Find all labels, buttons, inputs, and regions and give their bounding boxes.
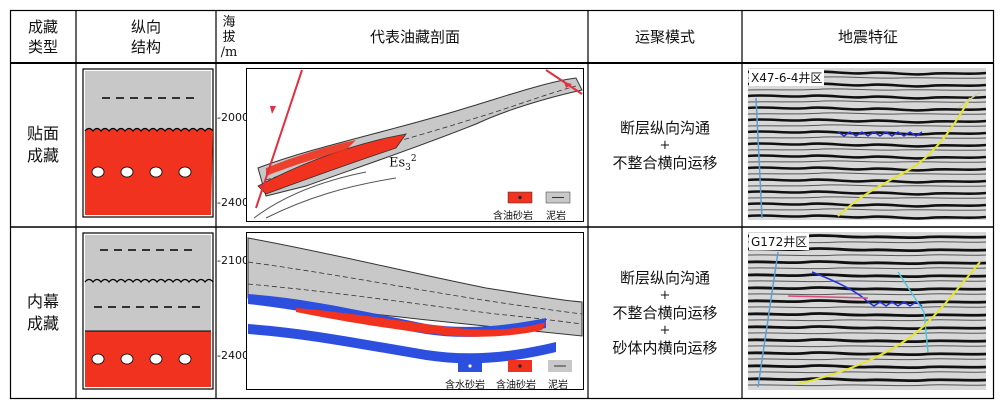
row1-migration-mode: 断层纵向沟通 + 不整合横向运移	[588, 63, 742, 227]
row1-legend-mudstone: 泥岩	[546, 211, 566, 222]
mode-line: 断层纵向沟通	[619, 268, 710, 287]
row1-tick-top: -2000	[217, 111, 249, 124]
header-mode: 运聚模式	[634, 27, 695, 46]
row1-tick-bottom: -2400	[217, 196, 249, 209]
mode-plus: +	[659, 137, 671, 153]
row1-seismic-image	[748, 68, 986, 220]
row2-legend-water-sand: 含水砂岩	[445, 380, 485, 391]
row2-migration-mode: 断层纵向沟通 + 不整合横向运移 + 砂体内横向运移	[588, 227, 742, 398]
formation-label: Es32	[389, 154, 417, 173]
row1-reservoir-section	[246, 68, 584, 222]
row1-structure-column	[82, 68, 214, 218]
row1-legend-oil-sand: 含油砂岩	[493, 211, 533, 222]
row2-tick-top: -2100	[217, 254, 249, 267]
row2-tick-bottom: -2400	[217, 349, 249, 362]
row2-type: 内幕 成藏	[26, 291, 59, 333]
mode-plus: +	[659, 287, 671, 303]
header-type: 成藏 类型	[27, 17, 58, 56]
header-seismic: 地震特征	[837, 27, 898, 46]
header-elevation: 海 拔 /m	[220, 14, 238, 60]
row2-reservoir-section	[246, 232, 584, 390]
mode-line: 砂体内横向运移	[612, 338, 718, 357]
mode-line: 断层纵向沟通	[619, 118, 710, 137]
mode-plus: +	[659, 322, 671, 338]
mode-line: 不整合横向运移	[612, 153, 718, 172]
row2-structure-column	[82, 232, 214, 390]
row2-legend-oil-sand: 含油砂岩	[496, 380, 536, 391]
row2-seismic-label: G172井区	[749, 233, 810, 250]
header-section: 代表油藏剖面	[369, 27, 460, 46]
mode-line: 不整合横向运移	[612, 303, 718, 322]
row1-seismic-label: X47-6-4井区	[749, 69, 825, 86]
row2-legend-mudstone: 泥岩	[548, 380, 568, 391]
row2-seismic-image	[748, 232, 986, 390]
header-structure: 纵向 结构	[130, 17, 161, 56]
row1-type: 贴面 成藏	[26, 124, 59, 165]
